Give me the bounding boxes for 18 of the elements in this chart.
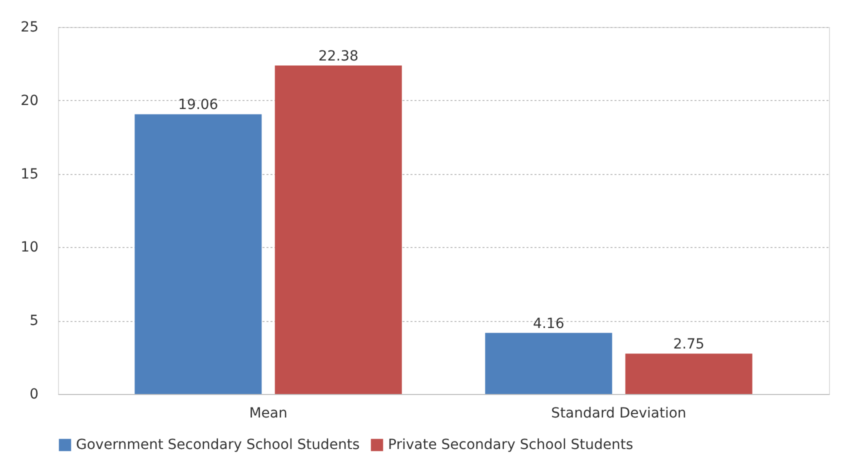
legend-label: Private Secondary School Students — [388, 437, 634, 453]
bar — [134, 114, 262, 394]
bar — [625, 354, 752, 394]
x-tick-label: Mean — [249, 406, 288, 422]
y-tick-label: 15 — [20, 166, 38, 182]
data-label: 2.75 — [673, 336, 704, 353]
bar — [274, 65, 402, 394]
bar — [485, 332, 612, 394]
data-label: 4.16 — [533, 316, 564, 332]
y-tick-label: 5 — [30, 313, 38, 330]
data-label: 22.38 — [318, 48, 358, 64]
y-tick-label: 10 — [20, 240, 38, 256]
data-label: 19.06 — [178, 97, 218, 114]
y-tick-label: 25 — [20, 20, 38, 36]
x-tick-label: Standard Deviation — [551, 406, 686, 422]
y-tick-label: 0 — [30, 386, 38, 402]
y-tick-label: 20 — [20, 92, 38, 109]
legend-label: Government Secondary School Students — [76, 437, 360, 453]
